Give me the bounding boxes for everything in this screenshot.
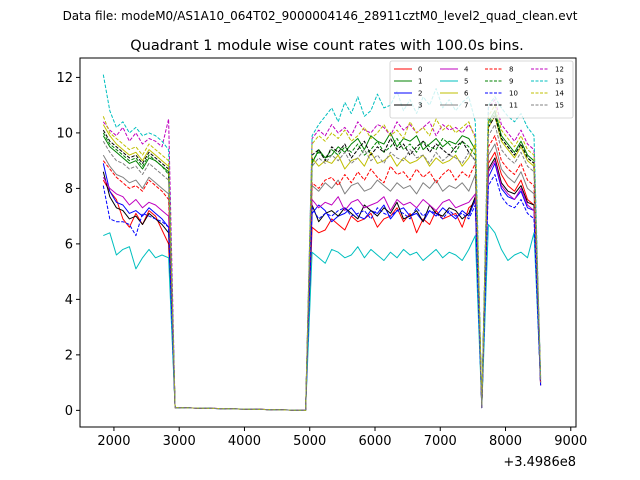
- figure-suptitle: Data file: modeM0/AS1A10_064T02_90000041…: [63, 9, 578, 23]
- legend-label-7: 7: [464, 102, 468, 110]
- legend-label-0: 0: [418, 66, 422, 74]
- y-tick-label: 12: [56, 71, 73, 86]
- x-tick-label: 6000: [358, 434, 391, 449]
- y-tick-label: 2: [65, 348, 73, 363]
- y-tick-label: 10: [56, 126, 73, 141]
- legend-label-5: 5: [464, 78, 468, 86]
- legend-label-4: 4: [464, 66, 469, 74]
- legend-label-14: 14: [555, 90, 564, 98]
- legend-label-6: 6: [464, 90, 469, 98]
- legend-label-8: 8: [509, 66, 513, 74]
- legend-label-15: 15: [555, 102, 564, 110]
- x-tick-label: 5000: [293, 434, 326, 449]
- legend-label-2: 2: [418, 90, 422, 98]
- x-tick-label: 8000: [489, 434, 522, 449]
- legend-label-1: 1: [418, 78, 422, 86]
- series-line-10: [102, 174, 542, 411]
- y-tick-label: 8: [65, 182, 73, 197]
- y-tick-label: 6: [65, 237, 73, 252]
- legend-label-3: 3: [418, 102, 422, 110]
- x-tick-label: 2000: [97, 434, 130, 449]
- x-tick-label: 3000: [163, 434, 196, 449]
- series-line-15: [102, 124, 542, 411]
- legend-label-12: 12: [555, 66, 564, 74]
- plot-frame: [79, 57, 577, 428]
- x-axis: 2000 3000 4000 5000 6000 7000 8000 9000: [97, 427, 587, 449]
- legend-label-13: 13: [555, 78, 564, 86]
- series-line-5: [103, 224, 542, 411]
- y-tick-label: 0: [65, 404, 73, 419]
- legend-label-10: 10: [509, 90, 518, 98]
- legend-label-11: 11: [509, 102, 518, 110]
- legend-label-9: 9: [509, 78, 513, 86]
- y-tick-label: 4: [65, 293, 73, 308]
- y-axis: 0 2 4 6 8 10 12: [56, 71, 80, 419]
- x-offset-label: +3.4986e8: [503, 455, 576, 470]
- x-tick-label: 7000: [424, 434, 457, 449]
- chart-title: Quadrant 1 module wise count rates with …: [130, 38, 524, 54]
- legend-box: [389, 60, 574, 119]
- plot-lines: [102, 74, 542, 411]
- x-tick-label: 9000: [554, 434, 587, 449]
- x-tick-label: 4000: [228, 434, 261, 449]
